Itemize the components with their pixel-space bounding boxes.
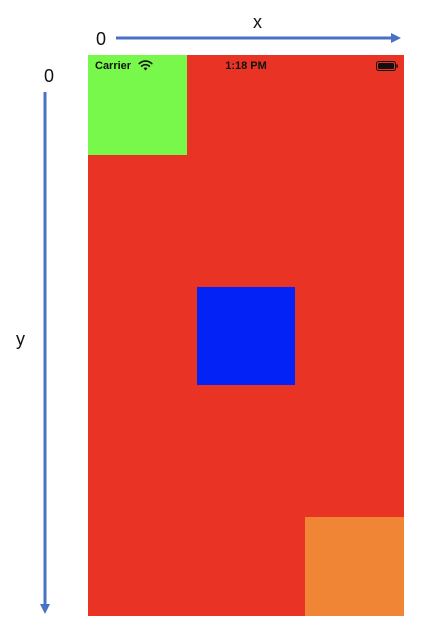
status-time: 1:18 PM bbox=[225, 60, 267, 72]
top-left-view bbox=[88, 55, 187, 155]
status-bar: Carrier 1:18 PM bbox=[88, 55, 404, 77]
phone-screen: Carrier 1:18 PM bbox=[88, 55, 404, 616]
x-axis-origin-label: 0 bbox=[96, 29, 107, 49]
carrier-label: Carrier bbox=[95, 60, 132, 72]
center-view bbox=[197, 287, 295, 385]
x-axis-label: x bbox=[253, 12, 262, 32]
wifi-icon bbox=[138, 60, 153, 71]
battery-icon bbox=[376, 61, 398, 71]
y-axis-label: y bbox=[16, 329, 25, 349]
y-axis-origin-label: 0 bbox=[44, 66, 55, 86]
bottom-right-view bbox=[305, 517, 404, 616]
